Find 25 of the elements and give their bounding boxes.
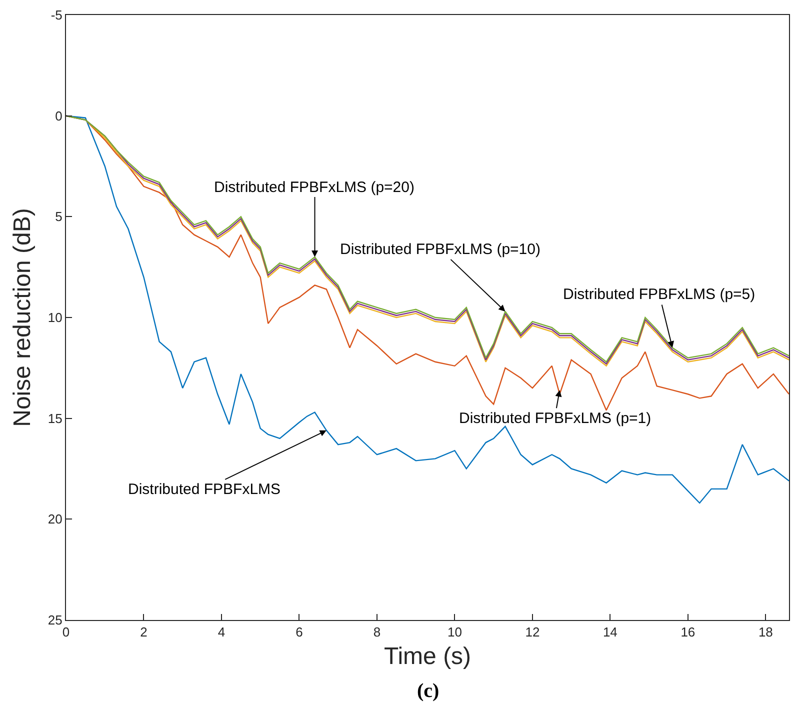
y-tick-label: 5 — [55, 209, 62, 224]
annotation: Distributed FPBFxLMS (p=5) — [563, 286, 756, 303]
annotation: Distributed FPBFxLMS (p=20) — [214, 179, 414, 196]
y-tick-label: 15 — [48, 410, 62, 426]
annotation: Distributed FPBFxLMS — [128, 481, 281, 498]
x-tick-label: 6 — [296, 624, 303, 640]
y-tick-label: 20 — [48, 512, 62, 527]
x-tick-label: 2 — [140, 624, 148, 640]
x-tick-label: 16 — [680, 624, 696, 640]
x-axis-title: Time (s) — [384, 642, 472, 670]
x-tick-label: 14 — [602, 624, 618, 640]
annotation: Distributed FPBFxLMS (p=10) — [340, 241, 540, 258]
x-tick-label: 10 — [447, 624, 462, 640]
y-tick-label: -5 — [50, 8, 62, 23]
y-tick-label: 10 — [48, 310, 62, 326]
y-axis-title: Noise reduction (dB) — [9, 208, 36, 427]
x-tick-label: 8 — [373, 624, 381, 640]
y-tick-label: 25 — [48, 612, 62, 628]
annotation: Distributed FPBFxLMS (p=1) — [459, 410, 652, 427]
x-tick-label: 12 — [525, 624, 540, 640]
y-tick-label: 0 — [55, 108, 62, 124]
x-tick-label: 4 — [218, 624, 226, 640]
x-tick-label: 18 — [758, 624, 773, 640]
text: (c) — [417, 680, 440, 702]
line-series — [66, 115, 789, 504]
